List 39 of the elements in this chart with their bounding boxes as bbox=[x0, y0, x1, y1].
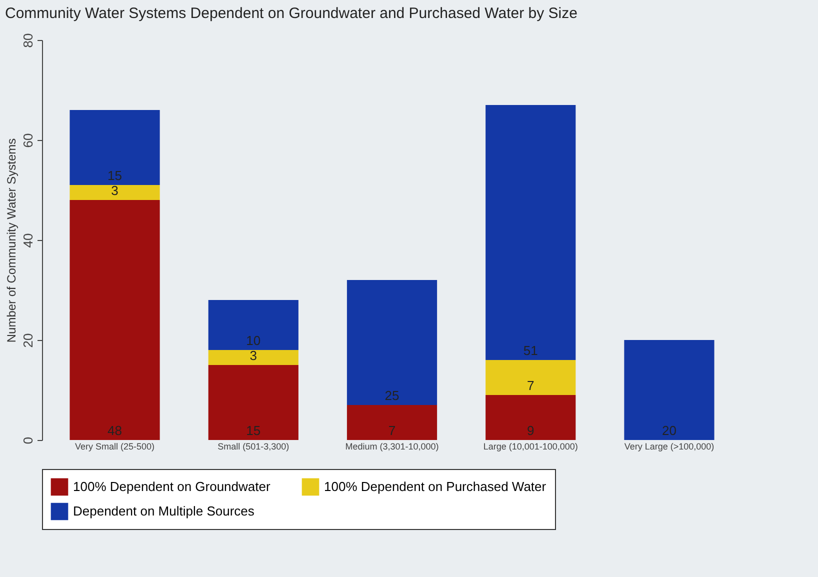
data-label: 9 bbox=[526, 423, 534, 438]
bar bbox=[486, 360, 576, 395]
x-tick-label: Small (501-3,300) bbox=[218, 442, 290, 452]
chart-title: Community Water Systems Dependent on Groundwater and Purchased Water by Size bbox=[5, 4, 578, 22]
y-tick-label: 40 bbox=[20, 233, 36, 248]
y-tick-label: 20 bbox=[20, 333, 36, 348]
bar bbox=[70, 185, 160, 200]
y-axis-title: Number of Community Water Systems bbox=[4, 138, 18, 343]
bar bbox=[346, 405, 438, 440]
x-tick-label: Very Large (>100,000) bbox=[624, 442, 714, 452]
data-label: 3 bbox=[111, 183, 118, 198]
x-tick-label: Large (10,001-100,000) bbox=[483, 442, 578, 452]
bar bbox=[70, 200, 160, 440]
data-label: 51 bbox=[523, 343, 538, 358]
bar bbox=[486, 105, 576, 360]
bar bbox=[486, 395, 576, 440]
legend-label: 100% Dependent on Purchased Water bbox=[324, 478, 547, 494]
data-label: 7 bbox=[526, 378, 534, 393]
bar bbox=[624, 340, 714, 440]
bar bbox=[70, 110, 160, 185]
bar bbox=[208, 365, 298, 440]
data-label: 7 bbox=[388, 423, 396, 438]
data-label: 15 bbox=[108, 168, 122, 183]
y-tick-label: 60 bbox=[20, 133, 36, 148]
legend-label: Dependent on Multiple Sources bbox=[73, 504, 255, 518]
bar bbox=[208, 300, 298, 350]
y-tick-label: 0 bbox=[20, 436, 36, 444]
data-label: 20 bbox=[662, 423, 676, 438]
x-tick-label: Very Small (25-500) bbox=[75, 442, 155, 452]
data-label: 15 bbox=[246, 423, 261, 438]
bar bbox=[208, 350, 298, 365]
bar bbox=[346, 280, 438, 405]
x-tick-label: Medium (3,301-10,000) bbox=[345, 442, 439, 452]
data-label: 25 bbox=[384, 388, 400, 403]
data-label: 48 bbox=[108, 423, 122, 438]
y-tick-label: 80 bbox=[20, 33, 36, 48]
data-label: 10 bbox=[246, 333, 261, 348]
legend-label: 100% Dependent on Groundwater bbox=[73, 478, 271, 494]
data-label: 3 bbox=[250, 348, 258, 363]
